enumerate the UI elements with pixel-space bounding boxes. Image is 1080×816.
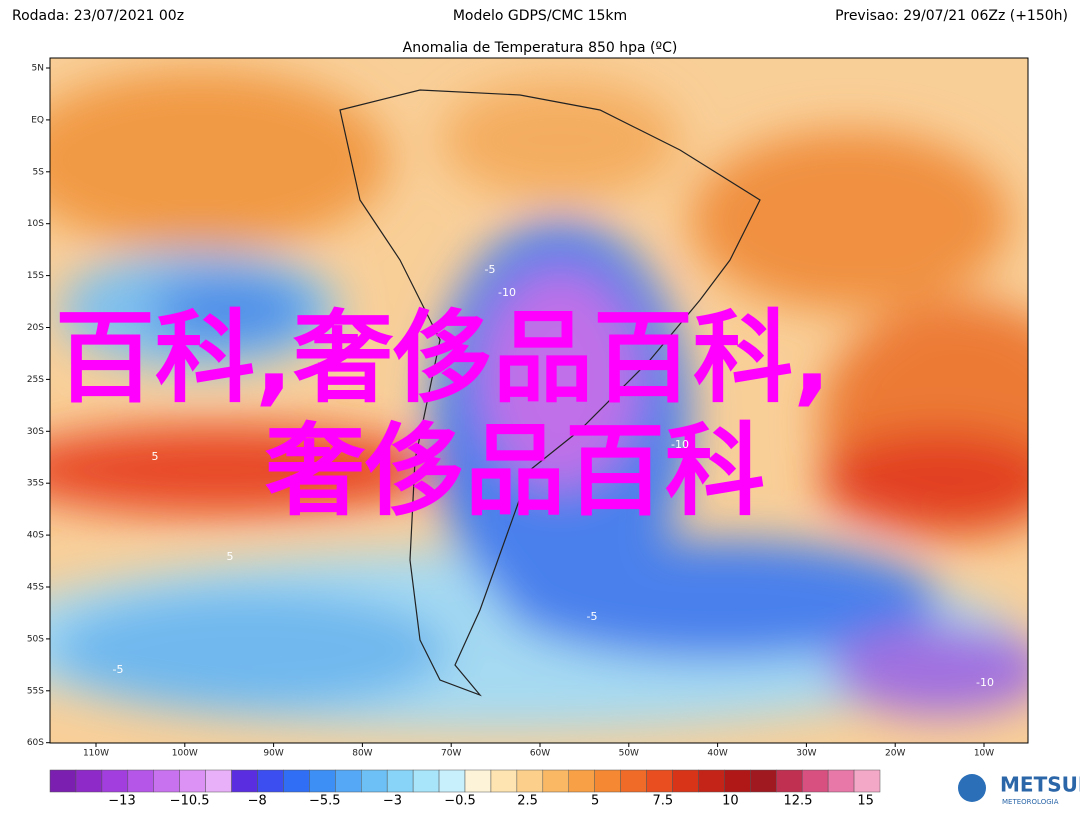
lat-label: 55S	[27, 686, 44, 696]
map-field	[50, 58, 1028, 743]
contour-label: -5	[113, 663, 124, 676]
lat-label: 5N	[32, 64, 44, 74]
colorbar-cell	[776, 769, 803, 793]
lon-label: 80W	[352, 749, 372, 759]
lon-label: 50W	[619, 749, 639, 759]
colorbar-cell	[335, 769, 362, 793]
colorbar-label: 2.5	[517, 794, 538, 809]
colorbar-cell	[412, 769, 440, 793]
contour-label: -5	[587, 610, 598, 623]
forecast-label: Previsao: 29/07/21 06Zz (+150h)	[835, 8, 1068, 24]
colorbar-cell	[542, 769, 569, 793]
run-label: Rodada: 23/07/2021 00z	[12, 8, 184, 24]
colorbar-label: 10	[722, 794, 739, 809]
colorbar-cell	[49, 769, 77, 793]
colorbar-cell	[516, 769, 544, 793]
lon-label: 30W	[796, 749, 816, 759]
coastline	[339, 89, 761, 697]
contour-label: -5	[485, 263, 496, 276]
lon-label: 40W	[707, 749, 727, 759]
colorbar-cell	[257, 769, 284, 793]
logo-icon	[958, 774, 986, 802]
colorbar-cell	[309, 769, 336, 793]
colorbar-cell	[853, 769, 881, 793]
lat-label: 35S	[27, 479, 44, 489]
lon-label: 60W	[530, 749, 550, 759]
colorbar-cell	[231, 769, 258, 793]
colorbar: −13 −10.5 −8 −5.5 −3 −0.5 2.5 5 7.5 10 12.5 15	[49, 769, 881, 809]
lat-label: 25S	[27, 375, 44, 385]
colorbar-cell	[724, 769, 751, 793]
colorbar-label: 5	[591, 794, 599, 809]
colorbar-label: −3	[383, 794, 402, 809]
lat-label: 20S	[27, 323, 44, 333]
colorbar-cell	[750, 769, 777, 793]
colorbar-cell	[283, 769, 310, 793]
colorbar-label: −0.5	[444, 794, 476, 809]
map-frame	[49, 57, 1029, 744]
colorbar-cell	[801, 769, 829, 793]
colorbar-label: −13	[108, 794, 135, 809]
lat-label: 10S	[27, 219, 44, 229]
lon-label: 70W	[441, 749, 461, 759]
anomaly-blobs	[50, 70, 1028, 730]
colorbar-cell	[386, 769, 414, 793]
colorbar-label: −8	[248, 794, 267, 809]
colorbar-label: 7.5	[652, 794, 673, 809]
lon-label: 10W	[974, 749, 994, 759]
overlay-line1: 百科,奢侈品百科,	[55, 299, 831, 416]
lon-label: 20W	[885, 749, 905, 759]
colorbar-label: 15	[857, 794, 874, 809]
contour-label: -10	[498, 286, 516, 299]
colorbar-cell	[101, 769, 129, 793]
colorbar-cell	[127, 769, 154, 793]
contour-label: -10	[976, 676, 994, 689]
colorbar-cell	[153, 769, 180, 793]
lon-label: 110W	[83, 749, 109, 759]
lat-label: EQ	[31, 115, 44, 125]
logo-name: METSUL	[1000, 773, 1080, 797]
lat-label: 40S	[27, 531, 44, 541]
colorbar-cell	[672, 769, 699, 793]
colorbar-label: 12.5	[784, 794, 813, 809]
colorbar-cell	[205, 769, 232, 793]
contour-label: 5	[227, 550, 234, 563]
colorbar-cell	[75, 769, 103, 793]
contour-label: 5	[152, 450, 159, 463]
colorbar-cell	[179, 769, 206, 793]
colorbar-cell	[620, 769, 647, 793]
map-title: Anomalia de Temperatura 850 hpa (ºC)	[403, 40, 678, 56]
colorbar-label: −5.5	[309, 794, 341, 809]
overlay-line2: 奢侈品百科	[265, 412, 765, 529]
colorbar-cell	[594, 769, 621, 793]
contour-label: -10	[671, 438, 689, 451]
colorbar-cell	[827, 769, 855, 793]
colorbar-cell	[646, 769, 673, 793]
lat-label: 30S	[27, 427, 44, 437]
colorbar-cell	[361, 769, 388, 793]
colorbar-cell	[568, 769, 595, 793]
colorbar-cell	[438, 769, 466, 793]
lon-label: 100W	[172, 749, 198, 759]
lat-label: 50S	[27, 634, 44, 644]
lon-label: 90W	[263, 749, 283, 759]
lat-label: 60S	[27, 738, 44, 748]
logo-sub: METEOROLOGIA	[1002, 798, 1059, 806]
lat-label: 15S	[27, 271, 44, 281]
lat-label: 5S	[33, 167, 45, 177]
colorbar-cell	[464, 769, 492, 793]
colorbar-label: −10.5	[170, 794, 210, 809]
colorbar-cell	[698, 769, 725, 793]
colorbar-cell	[490, 769, 518, 793]
model-label: Modelo GDPS/CMC 15km	[453, 8, 627, 24]
lat-label: 45S	[27, 583, 44, 593]
